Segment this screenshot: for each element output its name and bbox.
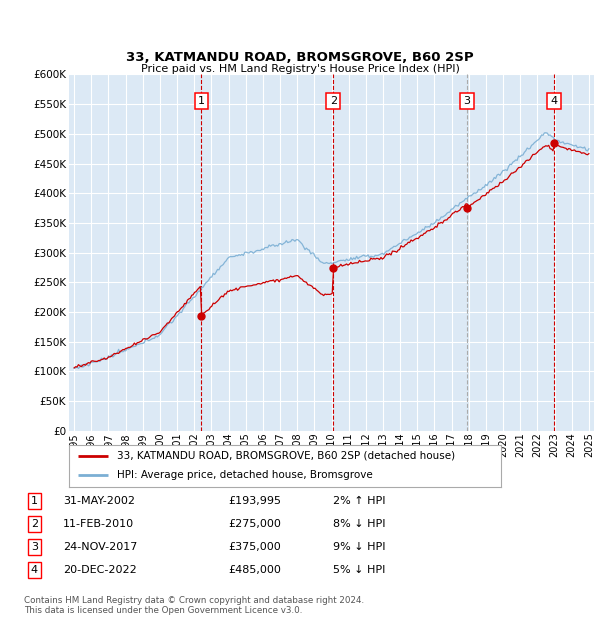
Text: 5% ↓ HPI: 5% ↓ HPI: [333, 565, 385, 575]
Text: 33, KATMANDU ROAD, BROMSGROVE, B60 2SP: 33, KATMANDU ROAD, BROMSGROVE, B60 2SP: [126, 51, 474, 64]
Text: 9% ↓ HPI: 9% ↓ HPI: [333, 542, 386, 552]
Text: 1: 1: [198, 96, 205, 106]
Text: £485,000: £485,000: [228, 565, 281, 575]
Text: Price paid vs. HM Land Registry's House Price Index (HPI): Price paid vs. HM Land Registry's House …: [140, 64, 460, 74]
Text: 31-MAY-2002: 31-MAY-2002: [63, 496, 135, 506]
Text: HPI: Average price, detached house, Bromsgrove: HPI: Average price, detached house, Brom…: [116, 471, 372, 480]
Text: £375,000: £375,000: [228, 542, 281, 552]
Text: 4: 4: [31, 565, 38, 575]
Text: 1: 1: [31, 496, 38, 506]
Text: £193,995: £193,995: [228, 496, 281, 506]
Text: 20-DEC-2022: 20-DEC-2022: [63, 565, 137, 575]
Text: 11-FEB-2010: 11-FEB-2010: [63, 519, 134, 529]
Text: 8% ↓ HPI: 8% ↓ HPI: [333, 519, 386, 529]
Text: £275,000: £275,000: [228, 519, 281, 529]
Text: 33, KATMANDU ROAD, BROMSGROVE, B60 2SP (detached house): 33, KATMANDU ROAD, BROMSGROVE, B60 2SP (…: [116, 451, 455, 461]
Text: 24-NOV-2017: 24-NOV-2017: [63, 542, 137, 552]
Text: 4: 4: [550, 96, 557, 106]
Text: Contains HM Land Registry data © Crown copyright and database right 2024.
This d: Contains HM Land Registry data © Crown c…: [24, 596, 364, 615]
Text: 2: 2: [31, 519, 38, 529]
Text: 2% ↑ HPI: 2% ↑ HPI: [333, 496, 386, 506]
Text: 3: 3: [464, 96, 470, 106]
Text: 3: 3: [31, 542, 38, 552]
Text: 2: 2: [330, 96, 337, 106]
